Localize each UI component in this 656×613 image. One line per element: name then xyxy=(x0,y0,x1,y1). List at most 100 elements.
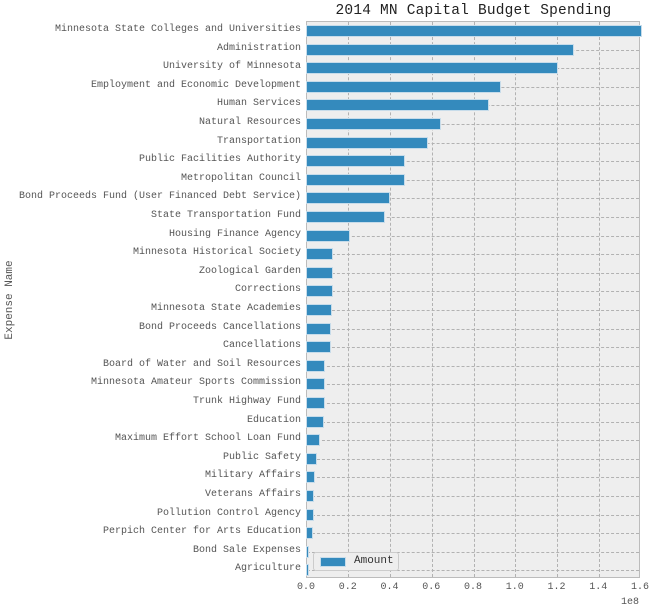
bar xyxy=(307,286,332,297)
y-tick-label: Public Facilities Authority xyxy=(138,154,301,166)
horizontal-gridline xyxy=(307,403,639,404)
bar xyxy=(307,565,309,576)
x-tick-label: 1.6 xyxy=(630,582,649,593)
bar xyxy=(307,193,389,204)
bar xyxy=(307,44,573,55)
legend-label: Amount xyxy=(354,555,394,567)
horizontal-gridline xyxy=(307,254,639,256)
y-tick-label: Administration xyxy=(216,42,301,54)
x-tick-label: 0.8 xyxy=(463,582,482,593)
bar xyxy=(307,81,500,92)
horizontal-gridline xyxy=(307,217,639,218)
bar xyxy=(307,453,316,464)
y-tick-label: Trunk Highway Fund xyxy=(192,396,301,407)
horizontal-gridline xyxy=(307,384,639,386)
y-tick-label: Employment and Economic Development xyxy=(90,79,301,91)
vertical-gridline xyxy=(390,22,391,577)
vertical-gridline xyxy=(348,22,350,577)
bar xyxy=(307,509,313,520)
y-tick-label: Natural Resources xyxy=(198,117,301,128)
y-tick-label: Housing Finance Agency xyxy=(168,228,301,240)
plot-area: Amount xyxy=(306,21,641,578)
y-tick-label: Veterans Affairs xyxy=(204,489,301,500)
bar xyxy=(307,528,312,539)
y-tick-label: Board of Water and Soil Resources xyxy=(102,358,301,370)
chart-title: 2014 MN Capital Budget Spending xyxy=(335,3,612,19)
horizontal-gridline xyxy=(307,533,639,535)
y-tick-label: Bond Proceeds Fund (User Financed Debt S… xyxy=(18,191,301,203)
bar xyxy=(307,435,319,446)
bar xyxy=(307,398,324,408)
x-tick-label: 1.0 xyxy=(505,582,524,593)
horizontal-gridline xyxy=(307,272,639,274)
bar xyxy=(307,230,350,241)
y-tick-label: Bond Proceeds Cancellations xyxy=(138,321,301,333)
bar xyxy=(307,360,324,371)
horizontal-gridline xyxy=(307,440,639,442)
horizontal-gridline xyxy=(307,328,639,330)
vertical-gridline xyxy=(473,22,475,577)
x-tick-label: 1.2 xyxy=(547,582,566,593)
vertical-gridline xyxy=(515,22,517,577)
x-tick-label: 0.4 xyxy=(380,582,399,593)
horizontal-gridline xyxy=(307,198,639,200)
legend-swatch xyxy=(321,558,345,566)
bar xyxy=(307,212,384,222)
y-tick-label: Bond Sale Expenses xyxy=(192,544,301,556)
y-tick-label: Perpich Center for Arts Education xyxy=(102,526,301,538)
x-tick-label: 1.4 xyxy=(589,582,608,593)
y-tick-label: Minnesota Amateur Sports Commission xyxy=(90,377,301,389)
y-tick-label: University of Minnesota xyxy=(162,61,301,73)
bar xyxy=(307,174,404,185)
y-tick-label: Minnesota Historical Society xyxy=(132,247,301,259)
horizontal-gridline xyxy=(307,458,639,460)
y-tick-label: Military Affairs xyxy=(204,470,301,482)
bar xyxy=(307,379,324,390)
bar xyxy=(307,26,641,36)
bar xyxy=(307,342,330,353)
y-tick-label: Zoological Garden xyxy=(198,265,301,277)
y-tick-label: Transportation xyxy=(216,135,301,147)
horizontal-gridline xyxy=(307,570,639,572)
bar xyxy=(307,267,332,278)
y-tick-label: Agriculture xyxy=(234,563,301,575)
bar xyxy=(307,472,314,483)
bar xyxy=(307,323,330,334)
horizontal-gridline xyxy=(307,477,639,479)
y-tick-label: Minnesota State Colleges and Universitie… xyxy=(54,24,301,35)
bar xyxy=(307,305,331,315)
y-tick-label: Minnesota State Academies xyxy=(150,303,301,314)
y-tick-label: Corrections xyxy=(234,284,301,296)
x-offset-label: 1e8 xyxy=(621,597,640,608)
horizontal-gridline xyxy=(307,551,639,553)
y-tick-label: Cancellations xyxy=(222,340,301,352)
bar xyxy=(307,156,404,167)
vertical-gridline xyxy=(431,22,433,577)
bar xyxy=(307,416,323,427)
horizontal-gridline xyxy=(307,124,639,125)
horizontal-gridline xyxy=(307,347,639,349)
y-tick-label: Pollution Control Agency xyxy=(156,507,301,519)
horizontal-gridline xyxy=(307,142,639,144)
x-tick-label: 0.2 xyxy=(338,582,357,593)
x-tick-label: 0.0 xyxy=(296,582,315,593)
bar xyxy=(307,137,427,148)
y-tick-label: Metropolitan Council xyxy=(180,172,301,184)
horizontal-gridline xyxy=(307,291,639,293)
vertical-gridline xyxy=(557,22,558,577)
y-tick-label: Human Services xyxy=(216,98,301,110)
horizontal-gridline xyxy=(307,179,639,181)
vertical-gridline xyxy=(598,22,600,577)
y-tick-label: Public Safety xyxy=(222,451,301,463)
bar xyxy=(307,63,557,74)
y-tick-label: Education xyxy=(246,414,301,426)
horizontal-gridline xyxy=(307,514,639,516)
horizontal-gridline xyxy=(307,365,639,367)
legend: Amount xyxy=(313,552,399,571)
bar xyxy=(307,100,488,111)
y-tick-label: Maximum Effort School Loan Fund xyxy=(114,433,301,445)
y-axis-title: Expense Name xyxy=(4,260,16,340)
horizontal-gridline xyxy=(307,310,639,311)
bar xyxy=(307,491,313,501)
bar xyxy=(307,546,309,557)
